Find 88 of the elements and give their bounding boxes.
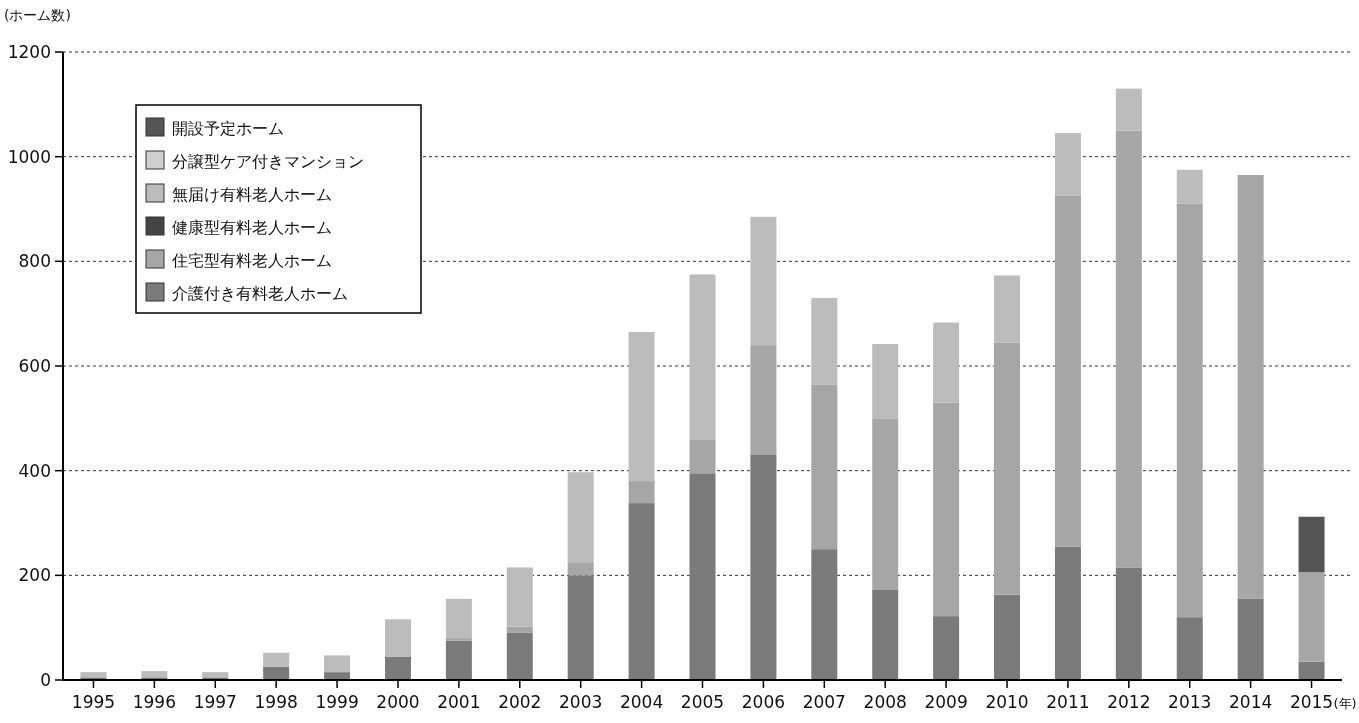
bar xyxy=(1176,617,1203,680)
bar xyxy=(567,562,594,576)
bar xyxy=(872,418,899,590)
x-tick-label: 2002 xyxy=(498,692,542,712)
x-tick-label: 2009 xyxy=(924,692,968,712)
x-tick-label: 2007 xyxy=(802,692,846,712)
bar xyxy=(994,342,1021,595)
legend-label: 介護付き有料老人ホーム xyxy=(172,284,348,303)
bar xyxy=(811,384,838,550)
bar xyxy=(933,616,960,680)
bar xyxy=(384,619,411,657)
bar xyxy=(994,594,1021,680)
bar xyxy=(1176,203,1203,618)
legend-label: 健康型有料老人ホーム xyxy=(172,218,332,237)
bar xyxy=(506,632,533,680)
x-tick-label: 1996 xyxy=(132,692,176,712)
bar xyxy=(1054,546,1081,680)
bar xyxy=(933,322,960,403)
bar xyxy=(1176,169,1203,204)
x-tick-label: 2008 xyxy=(863,692,907,712)
x-tick-label: 1998 xyxy=(254,692,298,712)
legend-label: 住宅型有料老人ホーム xyxy=(171,251,332,270)
bar xyxy=(1298,661,1325,680)
bar xyxy=(628,331,655,482)
x-tick-label: 2001 xyxy=(437,692,481,712)
x-tick-label: 2015 xyxy=(1289,692,1334,712)
bar xyxy=(628,481,655,504)
bar xyxy=(689,473,716,680)
bar xyxy=(689,274,716,440)
bar xyxy=(567,472,594,563)
y-tick-label: 1000 xyxy=(7,146,51,167)
x-tick-label: 2004 xyxy=(619,692,664,712)
y-axis-title: (ホーム数) xyxy=(4,7,71,23)
bar xyxy=(263,652,290,667)
y-tick-label: 800 xyxy=(18,251,51,272)
bar xyxy=(1237,598,1264,680)
x-tick-label: 2003 xyxy=(559,692,603,712)
bar xyxy=(1115,567,1142,680)
bar xyxy=(384,656,411,680)
bar xyxy=(263,666,290,680)
x-tick-label: 2005 xyxy=(680,692,725,712)
legend-label: 無届け有料老人ホーム xyxy=(172,185,332,204)
bar xyxy=(750,454,777,680)
x-tick-label: 2006 xyxy=(741,692,786,712)
bar xyxy=(689,439,716,474)
legend-label: 開設予定ホーム xyxy=(172,119,284,138)
bar xyxy=(506,567,533,627)
bar xyxy=(933,402,960,617)
bar xyxy=(1298,572,1325,662)
bar xyxy=(445,598,472,639)
bar xyxy=(750,345,777,455)
bar xyxy=(811,297,838,385)
bar xyxy=(1054,133,1081,196)
x-tick-label: 2014 xyxy=(1229,692,1273,712)
bar xyxy=(1115,130,1142,568)
bar xyxy=(506,626,533,633)
bar xyxy=(1054,195,1081,547)
x-tick-label: 2011 xyxy=(1046,692,1090,712)
bar xyxy=(872,344,899,419)
bar xyxy=(202,672,229,678)
x-tick-label: 2013 xyxy=(1168,692,1212,712)
bar xyxy=(80,672,107,678)
bar xyxy=(324,655,351,673)
bar xyxy=(750,216,777,346)
y-tick-label: 0 xyxy=(40,670,51,690)
x-tick-label: 1997 xyxy=(193,692,237,712)
x-axis-title: (年) xyxy=(1333,696,1357,711)
bar xyxy=(1115,88,1142,131)
bar xyxy=(141,671,168,678)
x-tick-label: 2010 xyxy=(985,692,1029,712)
y-tick-label: 1200 xyxy=(7,42,51,62)
bar xyxy=(1237,174,1264,599)
bar xyxy=(445,640,472,680)
bar xyxy=(994,275,1021,343)
bar xyxy=(567,575,594,680)
legend-label: 分譲型ケア付きマンション xyxy=(172,152,364,171)
bar xyxy=(872,589,899,680)
x-tick-label: 2000 xyxy=(376,692,420,712)
bar xyxy=(445,638,472,641)
x-tick-label: 2012 xyxy=(1107,692,1151,712)
bar xyxy=(628,503,655,680)
y-tick-label: 200 xyxy=(18,565,51,586)
y-tick-label: 600 xyxy=(18,356,51,376)
bar xyxy=(1298,516,1325,573)
bar xyxy=(811,549,838,680)
y-tick-label: 400 xyxy=(18,460,51,481)
x-tick-label: 1995 xyxy=(71,692,116,712)
x-tick-label: 1999 xyxy=(315,692,359,712)
